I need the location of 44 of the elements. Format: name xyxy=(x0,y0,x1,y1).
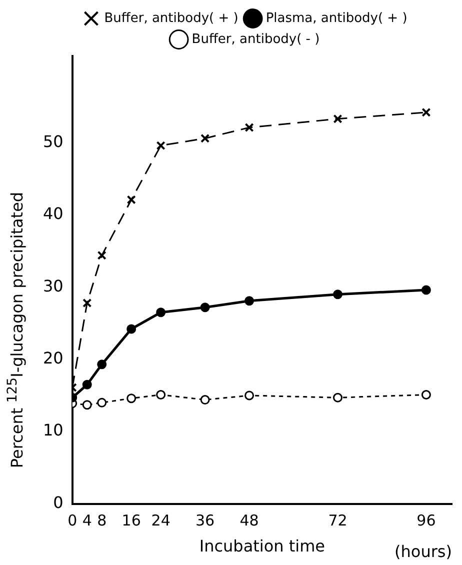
text: (hours) xyxy=(394,542,452,562)
point xyxy=(200,302,210,312)
point xyxy=(82,380,92,390)
point xyxy=(200,134,210,143)
point xyxy=(82,298,92,308)
point xyxy=(422,108,431,117)
x-tick-label: 48 xyxy=(240,512,259,530)
y-tick-label: 40 xyxy=(43,204,64,224)
point xyxy=(156,308,166,318)
legend-label: Buffer, antibody( + ) xyxy=(104,10,238,26)
x-tick-label: 4 xyxy=(82,512,92,530)
x-tick-label: 96 xyxy=(416,512,436,530)
y-tick-label: 50 xyxy=(43,132,64,151)
point xyxy=(200,395,210,405)
point xyxy=(126,195,136,204)
point xyxy=(244,390,254,400)
legend-label: Plasma, antibody( + ) xyxy=(266,10,408,26)
x-tick-label: 8 xyxy=(97,512,107,530)
point xyxy=(332,290,342,300)
x-tick-label: 72 xyxy=(328,512,348,530)
point xyxy=(244,296,254,306)
legend-label: Buffer, antibody( - ) xyxy=(192,32,320,47)
y-tick-label: 30 xyxy=(43,276,64,296)
point xyxy=(82,400,92,410)
point xyxy=(333,114,342,124)
y-tick-label: 10 xyxy=(43,420,64,440)
point xyxy=(97,360,107,370)
point xyxy=(332,392,342,402)
x-tick-label: 16 xyxy=(122,512,141,530)
point xyxy=(156,141,166,150)
point xyxy=(97,250,106,260)
x-tick-label: 0 xyxy=(68,512,78,530)
point xyxy=(126,394,136,404)
point xyxy=(156,390,166,400)
point xyxy=(97,398,107,408)
point xyxy=(421,390,431,400)
x-tick-label: 24 xyxy=(151,512,170,530)
y-tick-label: 0 xyxy=(53,492,64,512)
x-tick-label: 36 xyxy=(196,512,215,530)
point xyxy=(244,122,254,132)
x-axis-title: Incubation time xyxy=(199,536,325,556)
y-tick-label: 20 xyxy=(43,348,64,368)
point xyxy=(126,324,136,334)
point xyxy=(421,285,431,295)
